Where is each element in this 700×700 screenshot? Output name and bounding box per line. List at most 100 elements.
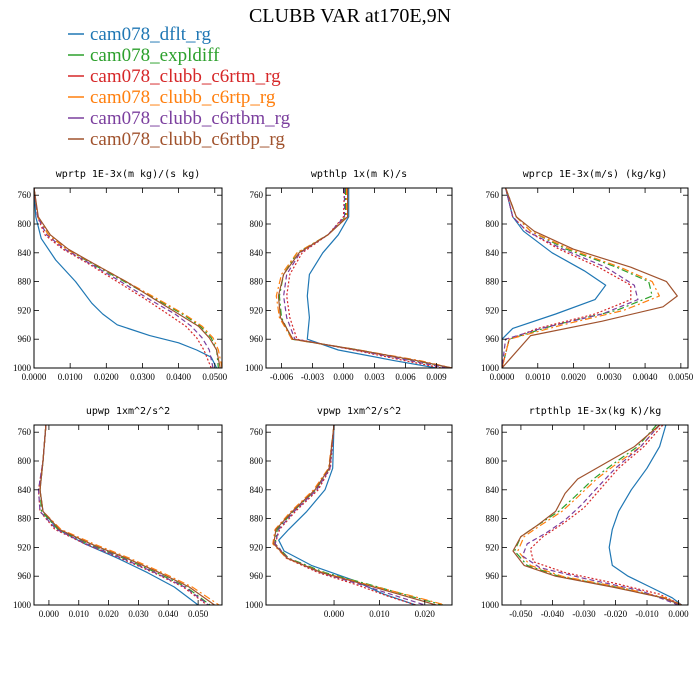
plot-frame <box>33 187 223 369</box>
y-tick-label: 760 <box>486 190 500 200</box>
x-tick-label: -0.030 <box>572 609 596 619</box>
x-tick-label: 0.050 <box>188 609 209 619</box>
y-tick-label: 800 <box>486 219 500 229</box>
series-line <box>306 188 437 368</box>
x-tick-label: 0.009 <box>426 372 447 382</box>
y-tick-label: 800 <box>18 456 32 466</box>
y-tick-label: 920 <box>18 542 32 552</box>
y-tick-label: 880 <box>250 277 264 287</box>
x-tick-label: 0.0030 <box>597 372 622 382</box>
y-tick-label: 920 <box>250 542 264 552</box>
panel: vpwp 1xm^2/s^2 760 800 840 880 920 960 1000 0.00… <box>245 406 453 619</box>
y-tick-label: 760 <box>18 427 32 437</box>
x-tick-label: -0.050 <box>509 609 533 619</box>
legend-label: cam078_clubb_c6rtbp_rg <box>90 129 285 150</box>
y-tick-label: 880 <box>18 514 32 524</box>
series-line <box>608 425 683 605</box>
y-tick-label: 920 <box>250 305 264 315</box>
series-line <box>37 425 208 605</box>
series-line <box>502 188 678 368</box>
y-tick-label: 800 <box>486 456 500 466</box>
x-tick-label: 0.020 <box>98 609 119 619</box>
y-tick-label: 840 <box>486 248 500 258</box>
panel: wpthlp 1x(m K)/s 760 800 840 880 920 960 1000 -0… <box>245 169 453 382</box>
plot-frame <box>33 424 223 606</box>
x-tick-label: 0.010 <box>369 609 390 619</box>
y-tick-label: 1000 <box>13 363 32 373</box>
legend-label: cam078_clubb_c6rtm_rg <box>90 66 281 87</box>
y-tick-label: 1000 <box>13 600 32 610</box>
series-line <box>274 425 425 605</box>
x-tick-label: 0.000 <box>333 372 354 382</box>
x-tick-label: 0.0400 <box>166 372 191 382</box>
x-tick-label: 0.0000 <box>22 372 47 382</box>
series-line <box>286 188 442 368</box>
x-tick-label: 0.010 <box>69 609 90 619</box>
x-tick-label: 0.020 <box>415 609 436 619</box>
x-tick-label: 0.000 <box>324 609 345 619</box>
y-tick-label: 840 <box>250 248 264 258</box>
panel-title: rtpthlp 1E-3x(kg K)/kg <box>529 406 661 417</box>
panels: wprtp 1E-3x(m kg)/(s kg) 760 800 840 880 920 9… <box>13 169 694 619</box>
series-line <box>39 425 211 605</box>
x-tick-label: -0.006 <box>270 372 294 382</box>
legend-item: cam078_clubb_c6rtbp_rg <box>68 129 285 150</box>
x-tick-label: 0.0040 <box>633 372 658 382</box>
legend-label: cam078_expldiff <box>90 45 220 66</box>
series-line <box>34 188 221 368</box>
x-tick-label: 0.003 <box>364 372 385 382</box>
series-group <box>37 425 220 605</box>
x-tick-label: 0.006 <box>395 372 416 382</box>
y-tick-label: 760 <box>250 427 264 437</box>
x-tick-label: 0.000 <box>668 609 689 619</box>
panel-title: wprtp 1E-3x(m kg)/(s kg) <box>56 169 201 180</box>
panel: wprcp 1E-3x(m/s) (kg/kg) 760 800 840 880 920 9… <box>481 169 694 382</box>
y-tick-label: 760 <box>18 190 32 200</box>
series-line <box>273 425 437 605</box>
y-tick-label: 960 <box>250 571 264 581</box>
x-tick-label: -0.040 <box>541 609 565 619</box>
x-tick-label: 0.0500 <box>202 372 227 382</box>
x-tick-label: 0.0020 <box>561 372 586 382</box>
series-line <box>39 425 220 605</box>
y-tick-label: 960 <box>486 334 500 344</box>
x-tick-label: -0.020 <box>604 609 628 619</box>
y-tick-label: 800 <box>250 219 264 229</box>
series-line <box>274 425 444 605</box>
legend: cam078_dflt_rgcam078_expldiffcam078_club… <box>68 24 291 150</box>
series-line <box>34 188 218 368</box>
panel: rtpthlp 1E-3x(kg K)/kg 760 800 840 880 920 960… <box>481 406 689 619</box>
y-tick-label: 960 <box>486 571 500 581</box>
y-tick-label: 1000 <box>245 600 264 610</box>
y-tick-label: 1000 <box>481 600 500 610</box>
legend-item: cam078_dflt_rg <box>68 24 212 45</box>
y-tick-label: 840 <box>486 485 500 495</box>
y-tick-label: 1000 <box>481 363 500 373</box>
series-group <box>275 188 452 368</box>
plot-frame <box>265 187 453 369</box>
series-line <box>521 425 679 605</box>
series-line <box>512 425 682 605</box>
panel-title: wpthlp 1x(m K)/s <box>311 169 407 180</box>
y-tick-label: 880 <box>486 277 500 287</box>
series-line <box>34 188 212 368</box>
y-tick-label: 880 <box>486 514 500 524</box>
series-line <box>529 425 682 605</box>
y-tick-label: 960 <box>18 571 32 581</box>
plot-frame <box>501 424 689 606</box>
y-tick-label: 800 <box>18 219 32 229</box>
legend-label: cam078_clubb_c6rtbm_rg <box>90 108 291 129</box>
series-line <box>39 425 215 605</box>
y-tick-label: 880 <box>18 277 32 287</box>
legend-label: cam078_dflt_rg <box>90 24 212 45</box>
series-line <box>37 425 209 605</box>
figure-title: CLUBB VAR at170E,9N <box>249 5 451 27</box>
series-line <box>278 425 416 605</box>
y-tick-label: 840 <box>18 248 32 258</box>
panel-title: vpwp 1xm^2/s^2 <box>317 406 401 417</box>
x-tick-label: 0.0010 <box>525 372 550 382</box>
series-group <box>512 425 683 605</box>
plot-frame <box>501 187 689 369</box>
panel: wprtp 1E-3x(m kg)/(s kg) 760 800 840 880 920 9… <box>13 169 228 382</box>
series-group <box>34 188 222 368</box>
